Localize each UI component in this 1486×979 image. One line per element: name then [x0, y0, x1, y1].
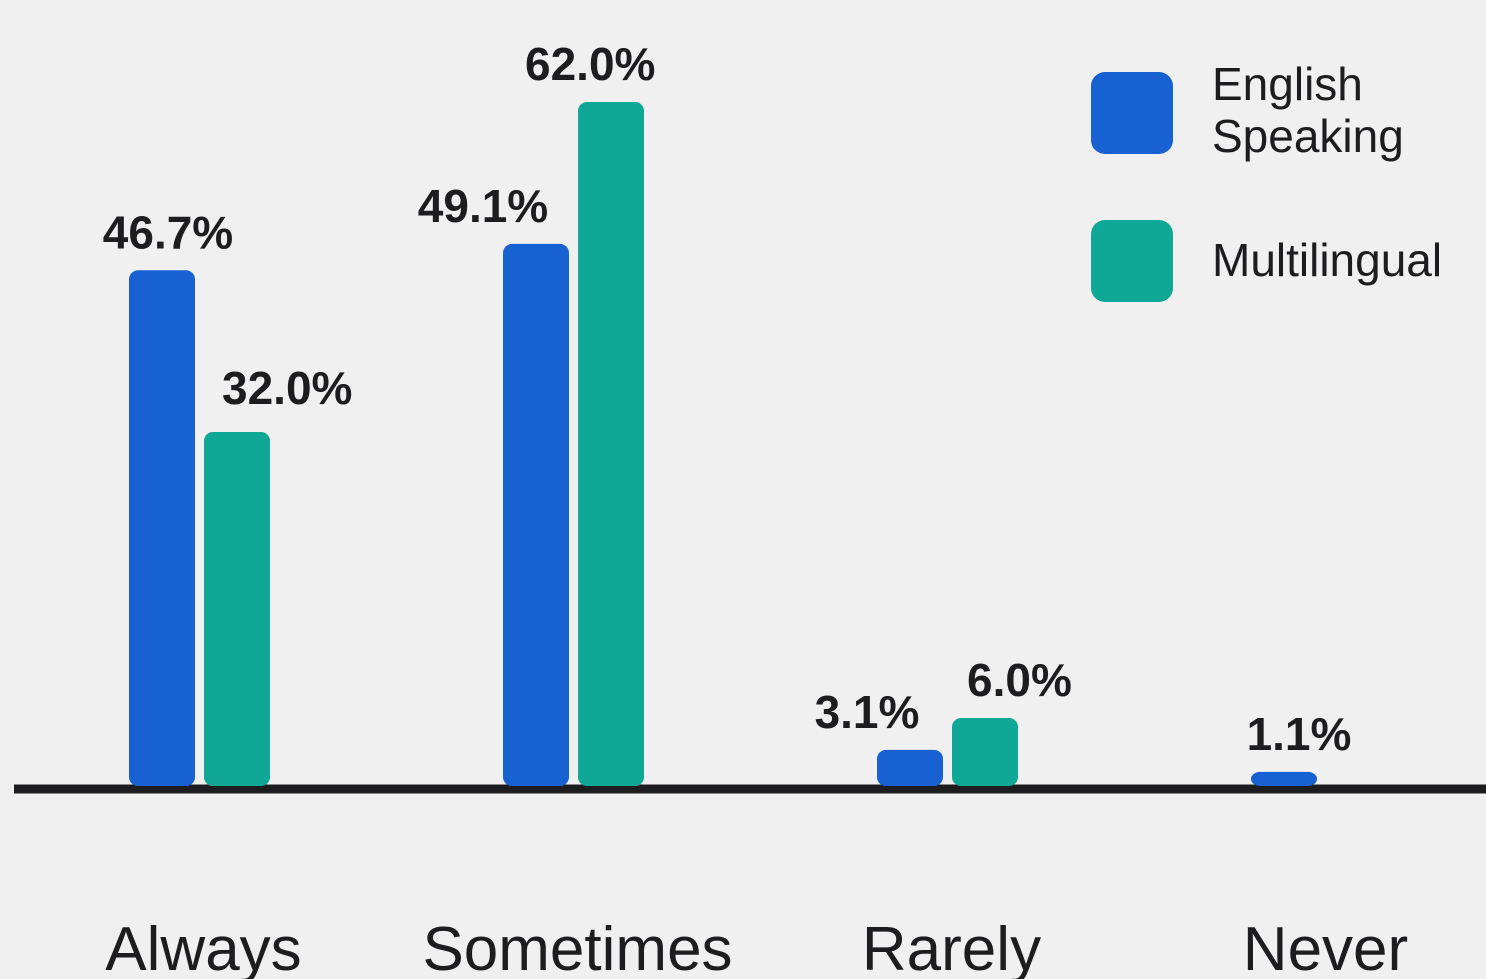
category-label-always: Always	[105, 915, 301, 979]
legend: English Speaking Multilingual	[1091, 58, 1442, 302]
value-label-english-speaking-rarely: 3.1%	[815, 686, 920, 738]
bar-multilingual-always	[204, 432, 270, 786]
legend-label-multilingual: Multilingual	[1212, 234, 1442, 286]
bar-english-speaking-always	[129, 270, 195, 786]
value-label-english-speaking-never: 1.1%	[1247, 708, 1352, 760]
category-label-sometimes: Sometimes	[422, 915, 732, 979]
bar-english-speaking-sometimes	[503, 244, 569, 786]
category-label-rarely: Rarely	[862, 915, 1041, 979]
value-label-multilingual-rarely: 6.0%	[967, 654, 1072, 706]
bar-english-speaking-rarely	[877, 750, 943, 786]
bars-layer	[129, 102, 1317, 786]
legend-swatch-english-speaking	[1091, 72, 1173, 154]
bar-multilingual-sometimes	[578, 102, 644, 786]
legend-swatch-multilingual	[1091, 220, 1173, 302]
category-labels-layer: Always Sometimes Rarely Never	[105, 915, 1408, 979]
value-label-multilingual-always: 32.0%	[222, 362, 352, 414]
value-label-english-speaking-always: 46.7%	[103, 206, 233, 258]
bar-multilingual-rarely	[952, 718, 1018, 786]
value-label-english-speaking-sometimes: 49.1%	[418, 180, 548, 232]
value-label-multilingual-sometimes: 62.0%	[525, 38, 655, 90]
category-label-never: Never	[1243, 915, 1408, 979]
legend-label-english-speaking: English Speaking	[1212, 58, 1404, 162]
bar-english-speaking-never	[1251, 772, 1317, 786]
